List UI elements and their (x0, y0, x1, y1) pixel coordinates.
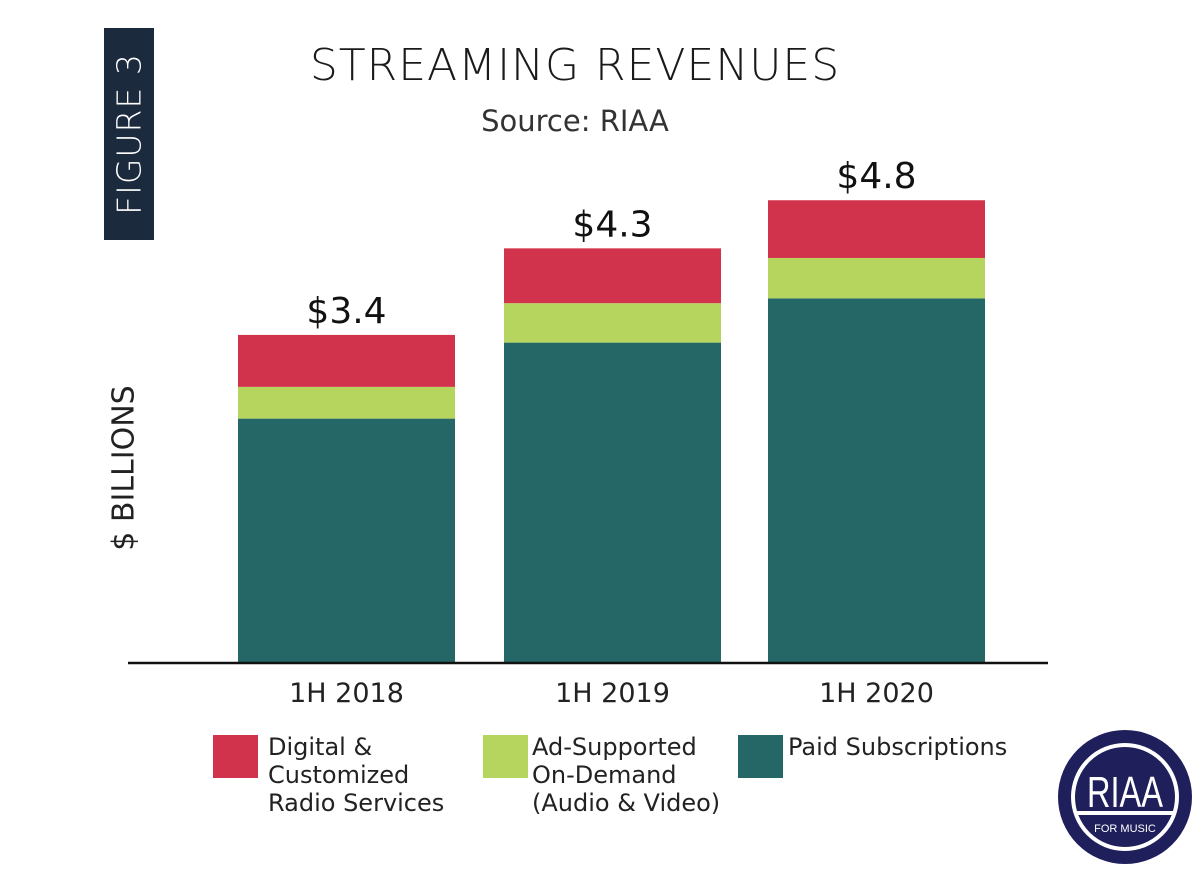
bar-segment-ad-supported (768, 257, 985, 299)
bar-segment-radio (504, 248, 721, 304)
logo-text: RIAA (1087, 768, 1163, 817)
legend-swatch-ad-supported (483, 735, 528, 778)
bar-segment-ad-supported (504, 303, 721, 343)
figure-badge: FIGURE 3 (104, 28, 154, 240)
bar-segment-paid (238, 418, 455, 662)
chart-subtitle: Source: RIAA (481, 104, 669, 138)
bar-segment-ad-supported (238, 386, 455, 419)
legend-swatch-paid (738, 735, 783, 778)
bar-segment-radio (768, 200, 985, 258)
bar-segment-paid (504, 342, 721, 662)
riaa-logo: RIAA FOR MUSIC (1058, 730, 1192, 864)
bar-segment-radio (238, 334, 455, 387)
logo-tagline: FOR MUSIC (1094, 823, 1156, 835)
legend-swatch-radio (213, 735, 258, 778)
chart-title: STREAMING REVENUES (309, 40, 841, 91)
total-label: $4.3 (572, 204, 652, 245)
total-label: $3.4 (306, 291, 386, 332)
x-tick-label: 1H 2018 (289, 678, 404, 709)
total-label: $4.8 (836, 156, 916, 197)
bar-segment-paid (768, 298, 985, 662)
legend-label-paid: Paid Subscriptions (788, 733, 1008, 761)
legend-label-radio: Digital & Customized Radio Services (268, 733, 445, 817)
x-tick-label: 1H 2019 (555, 678, 670, 709)
legend-label-ad-supported: Ad-Supported On-Demand (Audio & Video) (532, 733, 721, 817)
x-tick-label: 1H 2020 (819, 678, 934, 709)
